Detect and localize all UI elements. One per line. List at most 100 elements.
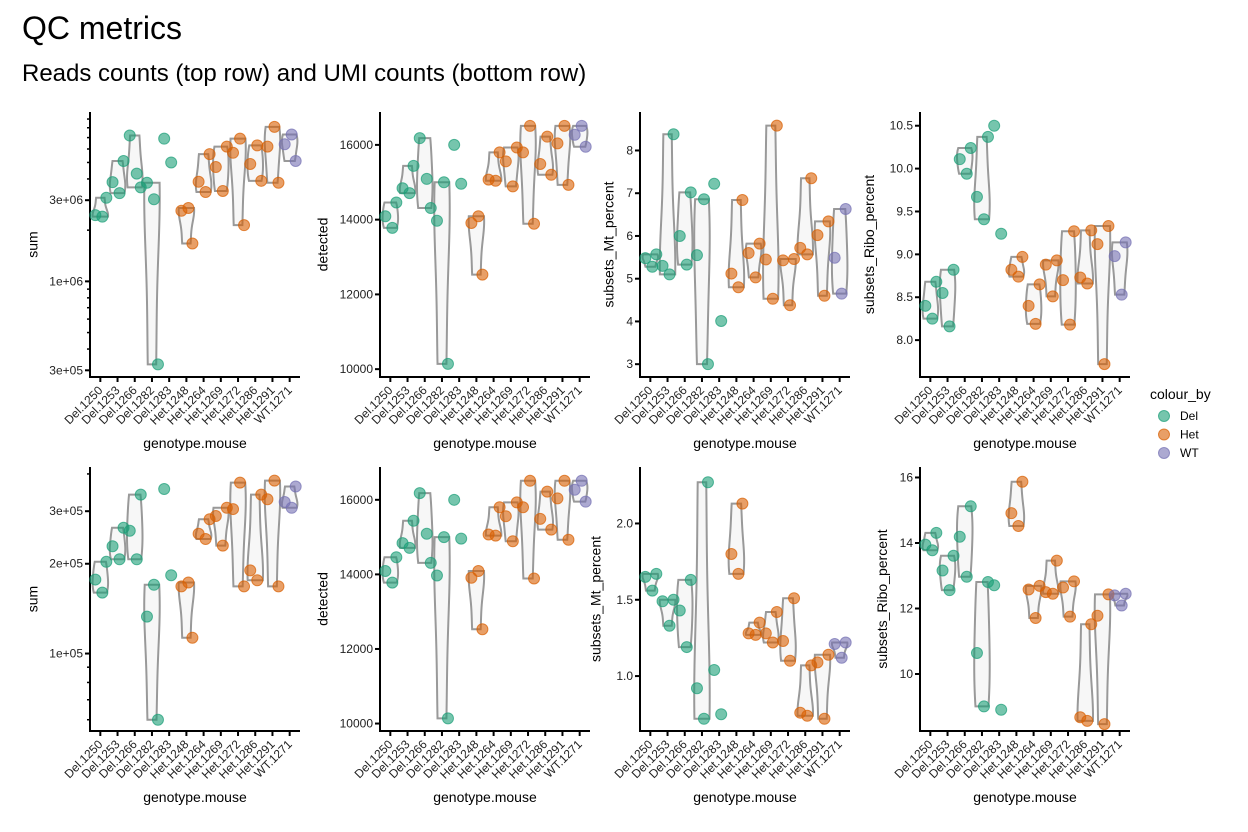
data-point-Del.1250 [379, 565, 392, 578]
data-point-Het.1269 [1039, 258, 1052, 271]
data-point-Del.1250 [650, 248, 663, 261]
violin-Het.1291 [263, 125, 282, 184]
data-point-WT.1271 [579, 495, 592, 508]
data-point-Del.1283 [448, 493, 461, 506]
data-point-Del.1253 [943, 320, 956, 333]
y-axis-title: sum [25, 586, 41, 612]
y-tick-label: 3 [626, 357, 633, 371]
data-point-Het.1286 [805, 172, 818, 185]
data-point-Del.1250 [930, 526, 943, 539]
legend-swatch-Del [1158, 410, 1170, 422]
violin-WT.1271 [830, 208, 849, 295]
legend-label-Del: Del [1180, 409, 1198, 423]
data-point-Del.1283 [995, 227, 1008, 240]
y-tick-label: 7 [626, 186, 633, 200]
y-tick-label: 16000 [340, 493, 374, 507]
violin-Del.1282 [973, 580, 991, 708]
violin-Del.1282 [433, 181, 451, 365]
data-point-Het.1286 [251, 574, 264, 587]
data-point-Del.1283 [455, 177, 468, 190]
violin-Het.1264 [484, 151, 503, 182]
data-point-Del.1253 [943, 584, 956, 597]
data-point-Het.1269 [1050, 554, 1063, 567]
y-tick-label: 12000 [340, 287, 374, 301]
data-point-Del.1282 [977, 213, 990, 226]
violin-Del.1282 [143, 181, 161, 366]
data-point-Het.1264 [749, 271, 762, 284]
y-tick-label: 10.0 [890, 162, 914, 176]
data-point-Del.1266 [684, 186, 697, 199]
data-point-Del.1283 [715, 708, 728, 721]
data-point-Del.1250 [639, 570, 652, 583]
data-point-Het.1291 [1091, 609, 1104, 622]
data-point-Del.1250 [100, 555, 113, 568]
data-point-Del.1266 [413, 487, 426, 500]
data-point-Het.1269 [1046, 587, 1059, 600]
data-point-Del.1266 [673, 604, 686, 617]
y-tick-label: 3e+05 [49, 363, 83, 377]
y-tick-label: 2e+05 [49, 557, 83, 571]
data-point-Del.1250 [926, 544, 939, 557]
data-point-Het.1248 [725, 267, 738, 280]
data-point-Del.1250 [646, 584, 659, 597]
data-point-Del.1282 [430, 569, 443, 582]
violin-Het.1291 [1093, 593, 1112, 726]
data-point-Het.1248 [1016, 250, 1029, 263]
data-point-Het.1269 [499, 510, 512, 523]
data-point-Het.1269 [766, 292, 779, 305]
data-point-Del.1266 [424, 202, 437, 215]
data-point-Del.1253 [947, 263, 960, 276]
data-point-Het.1291 [558, 119, 571, 132]
data-point-Del.1282 [151, 713, 164, 726]
data-point-Het.1286 [801, 709, 814, 722]
data-point-Het.1286 [541, 130, 554, 143]
data-point-Het.1286 [1085, 618, 1098, 631]
data-point-Del.1266 [130, 553, 143, 566]
data-point-Het.1269 [759, 253, 772, 266]
data-point-WT.1271 [828, 638, 841, 651]
panel-bottom-subsets_Mt_percent: 1.0 1.5 2.0 subsets_Mt_percent genotype.mous… [588, 467, 852, 805]
violin-Het.1272 [519, 124, 537, 225]
violin-Het.1248 [1007, 480, 1026, 527]
data-point-Het.1291 [268, 474, 281, 487]
data-point-WT.1271 [1119, 236, 1132, 249]
violin-Het.1269 [762, 124, 780, 300]
data-point-Het.1248 [186, 631, 199, 644]
data-point-Het.1269 [506, 180, 519, 193]
violin-Het.1286 [1076, 623, 1094, 722]
violin-Het.1286 [246, 493, 264, 582]
data-point-Het.1264 [493, 146, 506, 159]
data-point-Del.1250 [96, 210, 109, 223]
data-point-Het.1269 [770, 119, 783, 132]
data-point-Het.1264 [203, 148, 216, 161]
y-tick-label: 12 [900, 601, 914, 615]
data-point-Het.1272 [517, 146, 530, 159]
data-point-Del.1282 [970, 190, 983, 203]
data-point-Del.1253 [656, 259, 669, 272]
data-point-Het.1272 [238, 219, 251, 232]
data-point-Del.1282 [151, 358, 164, 371]
violin-Del.1253 [658, 133, 677, 276]
data-point-Del.1266 [960, 570, 973, 583]
violin-Del.1282 [433, 536, 451, 720]
y-tick-label: 9.5 [896, 204, 913, 218]
y-axis-title: subsets_Ribo_percent [874, 529, 890, 668]
data-point-Het.1248 [732, 567, 745, 580]
y-tick-label: 14 [900, 536, 914, 550]
data-point-Del.1283 [165, 569, 178, 582]
data-point-Del.1250 [926, 312, 939, 325]
data-point-Het.1264 [1033, 278, 1046, 291]
data-point-Del.1283 [715, 315, 728, 328]
data-point-Del.1250 [379, 210, 392, 223]
data-point-Del.1266 [123, 129, 136, 142]
data-point-Het.1286 [541, 485, 554, 498]
data-point-Het.1264 [753, 616, 766, 629]
chart-subtitle: Reads counts (top row) and UMI counts (b… [22, 60, 587, 87]
data-point-Het.1248 [186, 237, 199, 250]
data-point-Het.1248 [736, 497, 749, 510]
violin-Het.1286 [796, 664, 814, 717]
data-point-Het.1269 [216, 184, 229, 197]
data-point-Del.1253 [936, 564, 949, 577]
data-point-Het.1291 [1091, 238, 1104, 251]
panel-bottom-sum: 1e+052e+053e+05sumgenotype.mouseDel.1250… [25, 467, 302, 805]
